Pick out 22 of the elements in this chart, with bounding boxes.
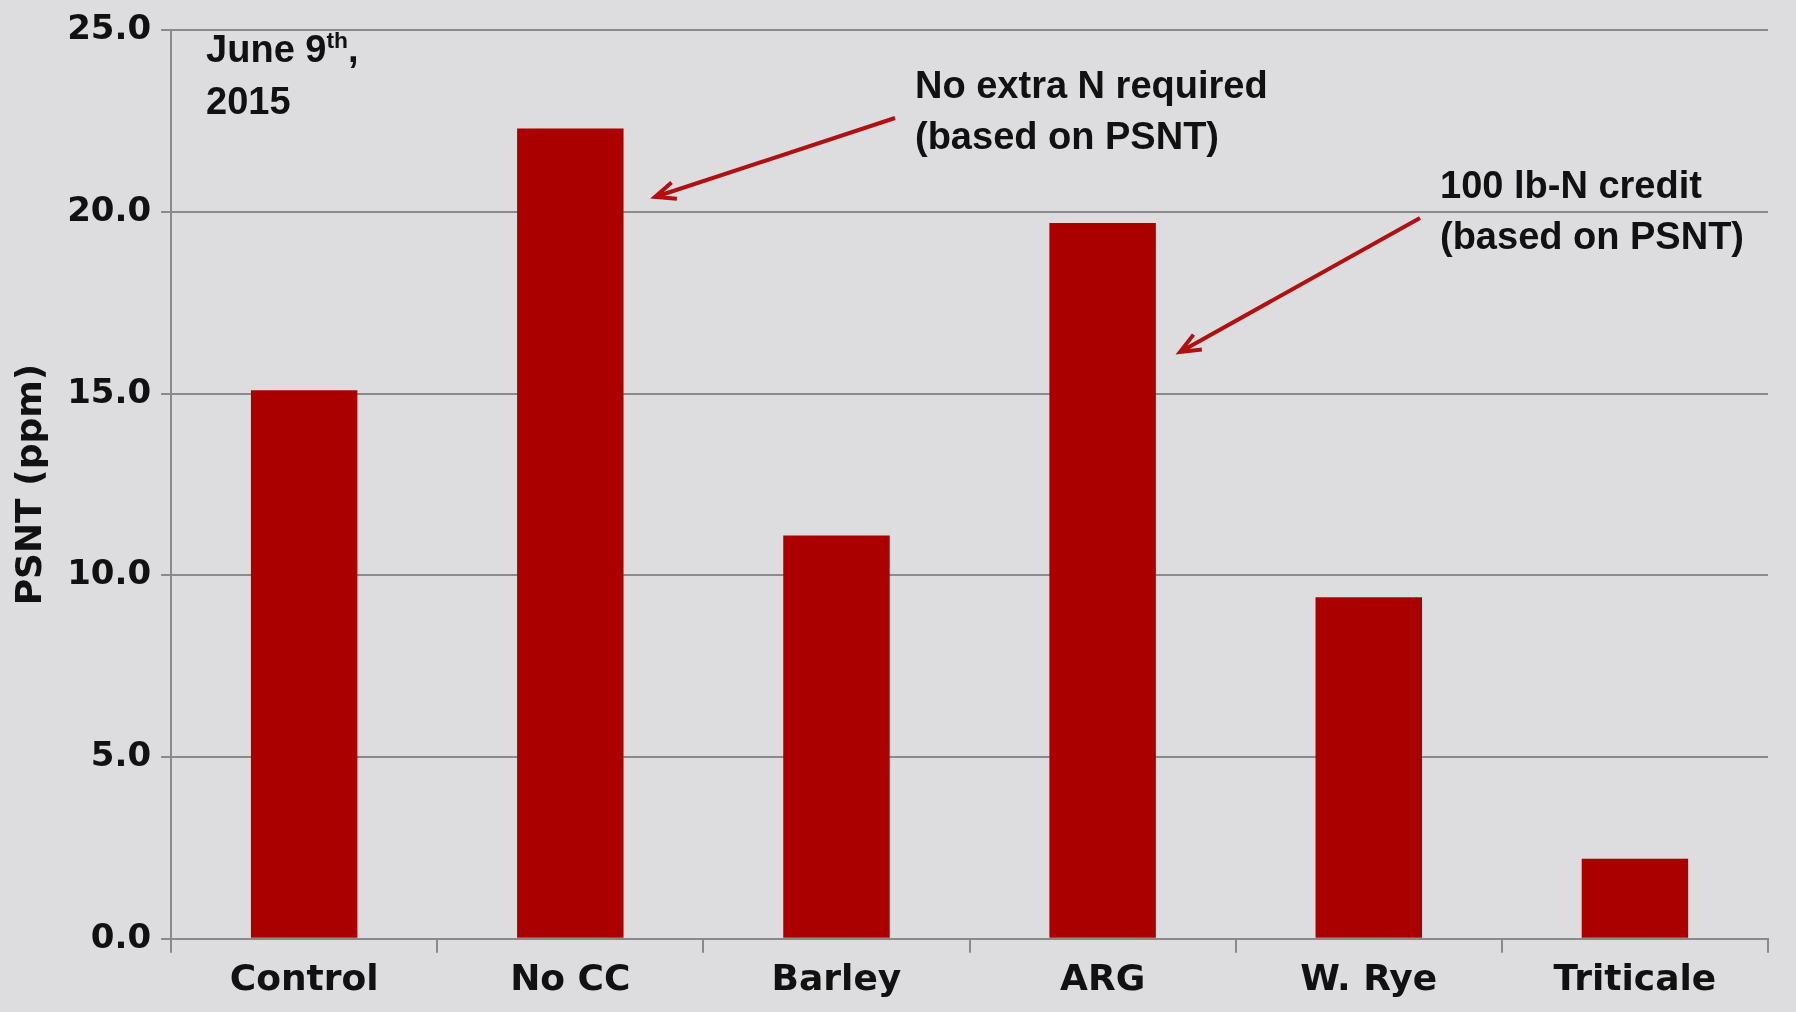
bar: [517, 128, 624, 938]
y-tick-label: 5.0: [90, 733, 152, 774]
annotation: 100 lb-N credit (based on PSNT): [1440, 163, 1745, 260]
x-tick-label: Barley: [771, 956, 902, 998]
y-tick-label: 10.0: [67, 552, 152, 593]
y-tick-label: 20.0: [67, 188, 152, 229]
annotation: No extra N required (based on PSNT): [915, 63, 1268, 160]
bar: [1049, 222, 1156, 938]
y-tick-label: 15.0: [67, 370, 152, 411]
bar: [1581, 858, 1689, 938]
x-tick-label: Triticale: [1553, 956, 1717, 998]
y-axis-title: PSNT (ppm): [7, 363, 49, 606]
bar: [250, 390, 358, 938]
y-tick-label: 0.0: [90, 915, 152, 956]
x-tick-label: No CC: [510, 956, 631, 998]
bar: [1315, 597, 1422, 938]
y-tick-label: 25.0: [67, 7, 152, 48]
x-tick-label: Control: [229, 956, 379, 998]
x-tick-label: W. Rye: [1300, 956, 1438, 998]
bar: [783, 535, 890, 938]
x-tick-label: ARG: [1060, 956, 1146, 998]
text: June 9$^{th}$, 2015: [206, 27, 359, 122]
